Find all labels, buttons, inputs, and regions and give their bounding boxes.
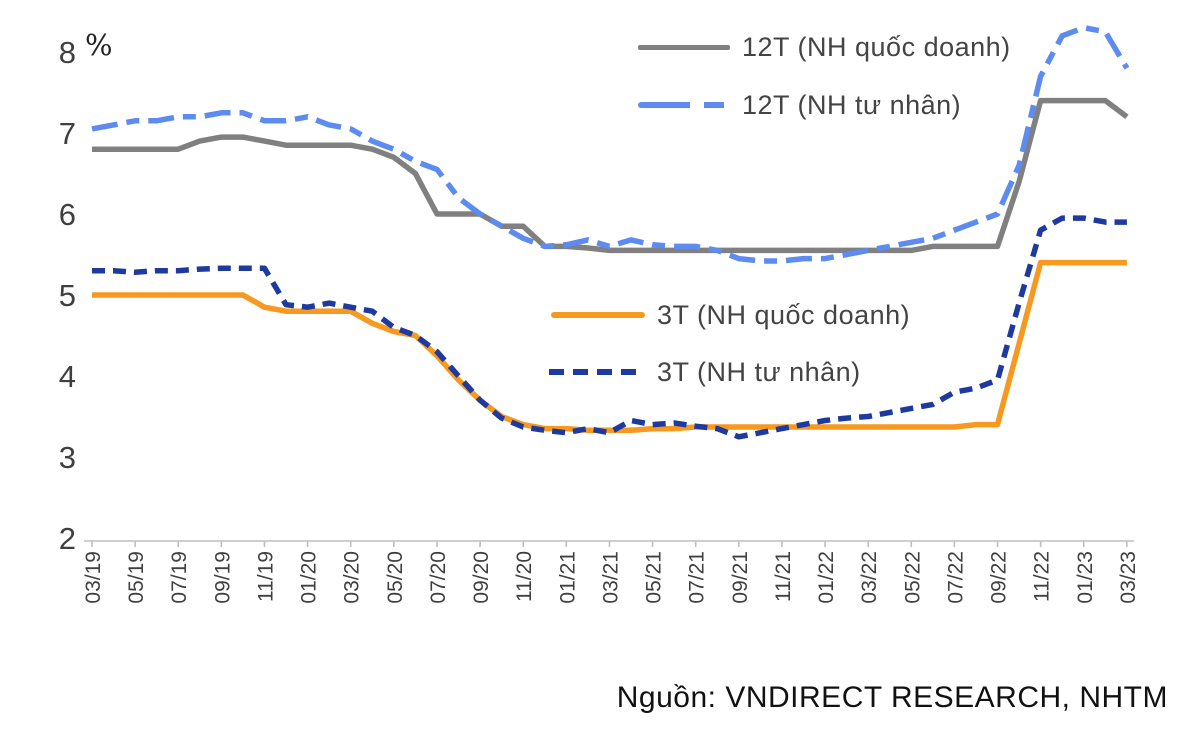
x-axis-tick-label: 03/21 — [599, 551, 622, 604]
x-axis-tick-label: 03/20 — [341, 551, 364, 604]
x-axis-tick-label: 05/19 — [125, 551, 148, 604]
x-axis-tick-label: 03/19 — [82, 551, 105, 604]
y-axis-tick-label: 6 — [59, 197, 76, 232]
x-axis-tick-label: 07/20 — [427, 551, 450, 604]
x-axis-tick-label: 01/20 — [298, 551, 321, 604]
x-axis-tick-label: 05/22 — [901, 551, 924, 604]
y-axis-tick-label: 5 — [59, 278, 76, 313]
y-axis-tick-label: 8 — [59, 35, 76, 70]
x-axis-tick-label: 11/20 — [513, 551, 536, 602]
legend-line-swatch-orange — [551, 312, 645, 318]
x-axis-tick-label: 07/19 — [168, 551, 191, 604]
source-caption: Nguồn: VNDIRECT RESEARCH, NHTM — [616, 681, 1168, 714]
x-axis-tick-label: 03/22 — [858, 551, 881, 604]
series-line-3t-private — [92, 215, 1127, 440]
x-axis-tick-label: 01/21 — [556, 551, 579, 604]
legend-label: 12T (NH quốc doanh) — [742, 31, 1011, 62]
legend-line-swatch-blue-dashed — [638, 102, 730, 108]
y-axis-unit-label: % — [85, 28, 113, 62]
y-axis-tick-label: 2 — [59, 521, 76, 556]
x-axis-tick-label: 09/19 — [211, 551, 234, 604]
legend-line-swatch-navy-dashed — [549, 369, 645, 375]
y-axis-tick-label: 4 — [59, 359, 76, 394]
y-axis-tick-label: 7 — [59, 116, 76, 151]
x-axis-tick-label: 11/22 — [1031, 551, 1054, 602]
legend-item-12t-state: 12T (NH quốc doanh) — [638, 30, 1011, 64]
x-axis-tick-label: 07/22 — [944, 551, 967, 604]
series-line-12t-private — [91, 24, 1130, 264]
x-axis-tick-label: 11/21 — [772, 551, 795, 602]
x-axis-tick-label: 01/23 — [1074, 551, 1097, 604]
legend-label: 3T (NH tư nhân) — [657, 356, 861, 387]
legend-item-12t-private: 12T (NH tư nhân) — [638, 88, 961, 122]
legend-label: 12T (NH tư nhân) — [742, 89, 962, 120]
legend-item-3t-private: 3T (NH tư nhân) — [549, 355, 861, 389]
x-axis-tick-label: 11/19 — [255, 551, 278, 602]
x-axis-tick-label: 09/22 — [988, 551, 1011, 604]
legend-item-3t-state: 3T (NH quốc doanh) — [551, 298, 910, 332]
legend-label: 3T (NH quốc doanh) — [657, 299, 911, 330]
x-axis-tick-label: 01/22 — [815, 551, 838, 604]
x-axis-tick-label: 03/23 — [1117, 551, 1140, 604]
x-axis-tick-label: 09/21 — [729, 551, 752, 604]
series-line-12t-state — [92, 97, 1129, 254]
legend-line-swatch-gray — [638, 44, 730, 50]
x-axis-tick-label: 09/20 — [470, 551, 493, 604]
x-axis-tick-label: 05/21 — [643, 551, 666, 604]
x-axis-tick-label: 05/20 — [384, 551, 407, 604]
y-axis-tick-label: 3 — [59, 440, 76, 475]
x-axis-tick-label: 07/21 — [686, 551, 709, 604]
series-line-3t-state — [92, 259, 1127, 434]
